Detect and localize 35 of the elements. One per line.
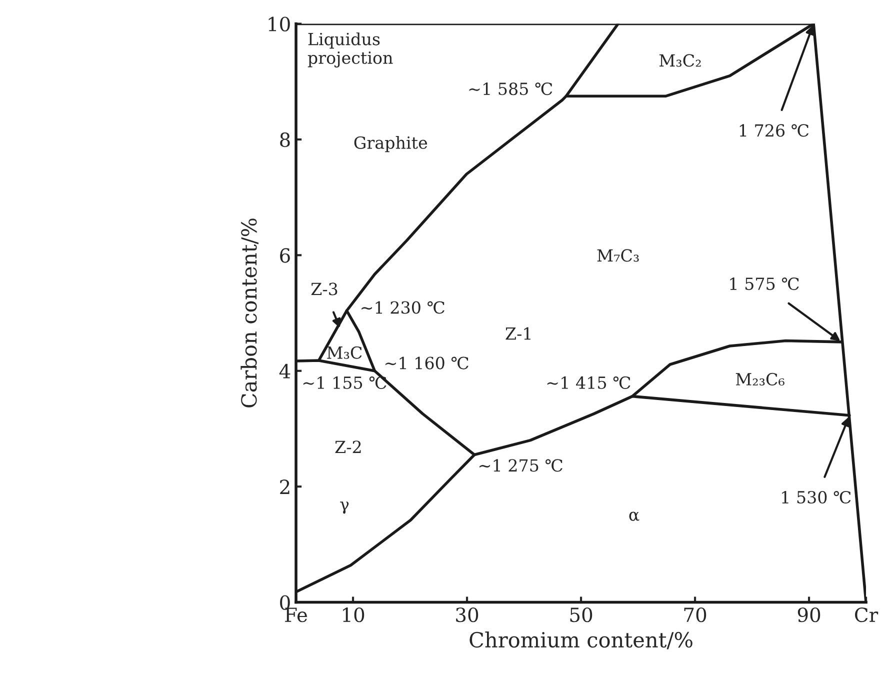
y-tick-label: 10 — [268, 16, 290, 32]
x-tick-label: Fe — [285, 608, 308, 622]
annotation: ~1 160 ℃ — [386, 356, 468, 370]
y-axis-title: Carbon content/% — [240, 218, 258, 408]
annotation: M₂₃C₆ — [736, 372, 784, 386]
annotation: ~1 585 ℃ — [469, 82, 552, 96]
x-axis-title: Chromium content/% — [470, 632, 692, 650]
annotation: M₇C₃ — [597, 249, 639, 262]
y-tick-label: 6 — [280, 248, 290, 263]
annotation: ~1 415 ℃ — [547, 376, 630, 390]
annotation: 1 575 ℃ — [730, 277, 799, 290]
annotation: 1 726 ℃ — [740, 124, 809, 137]
x-tick-label: 30 — [456, 607, 478, 622]
annotation: ~1 230 ℃ — [362, 301, 444, 314]
x-tick-label: 70 — [684, 607, 706, 622]
x-tick-label: 90 — [798, 607, 820, 622]
annotation: ~1 155 ℃ — [303, 376, 386, 390]
y-tick-label: 8 — [280, 132, 290, 148]
x-tick-label: 10 — [343, 607, 364, 622]
annotation: ~1 275 ℃ — [480, 459, 562, 472]
x-tick-label: 50 — [570, 607, 592, 622]
annotation: 1 530 ℃ — [782, 490, 851, 504]
y-tick-label: 0 — [280, 595, 290, 610]
y-tick-label: 4 — [279, 364, 290, 378]
annotation: M₃C — [327, 346, 362, 359]
annotation: Z-1 — [506, 327, 530, 340]
annotation: M₃C₂ — [659, 54, 701, 67]
annotation: α — [629, 512, 640, 521]
annotation: Z-3 — [311, 282, 338, 296]
annotation: Z-2 — [335, 440, 361, 453]
text: Liquidus projection — [308, 32, 393, 68]
y-tick-label: 2 — [280, 480, 290, 494]
x-tick-label: Cr — [855, 607, 878, 622]
annotation: Graphite — [354, 136, 428, 152]
annotation: γ — [340, 502, 349, 514]
